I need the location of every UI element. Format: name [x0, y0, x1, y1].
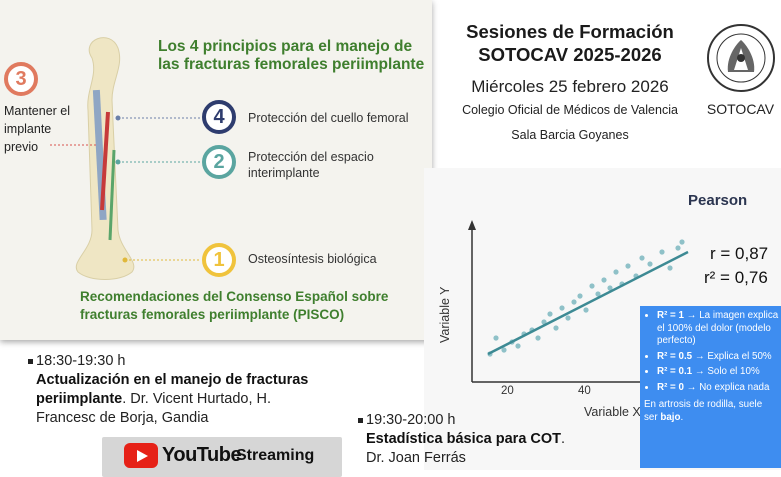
green-plate — [108, 149, 116, 241]
streaming-label: Streaming — [236, 447, 315, 464]
femur-illustration — [50, 37, 200, 280]
session-2: 19:30-20:00 h Estadística básica para CO… — [358, 411, 598, 468]
principle-4-badge: 4 — [202, 100, 236, 134]
principle-4-label: Protección del cuello femoral — [248, 111, 409, 125]
x-tick-20: 20 — [501, 385, 514, 397]
r2-bullet-1: R² = 1 → La imagen explica el 100% del d… — [657, 310, 781, 348]
x-tick-40: 40 — [578, 385, 591, 397]
femoral-fracture-slide: Los 4 principios para el manejo de las f… — [0, 0, 432, 340]
session-1-details: Actualización en el manejo de fracturas … — [28, 371, 328, 428]
principle-3-line3: previo — [4, 140, 39, 154]
youtube-play-icon — [124, 443, 158, 468]
sotocav-seal-logo — [707, 24, 775, 92]
session-2-details: Estadística básica para COT. Dr. Joan Fer… — [366, 431, 566, 466]
session-1-time: 18:30-19:30 h — [28, 352, 328, 371]
pearson-title: Pearson — [688, 192, 748, 209]
scatter-plot — [468, 220, 689, 383]
principle-1-label: Osteosíntesis biológica — [248, 252, 377, 266]
event-venue: Colegio Oficial de Médicos de Valencia — [462, 103, 678, 117]
regression-line — [487, 250, 689, 356]
principle-2-label: Protección del espacio interimplante — [248, 150, 374, 180]
principle-3-line2: implante — [4, 122, 52, 136]
scatter-points — [487, 239, 685, 357]
red-nail — [100, 111, 110, 211]
r2-note: En artrosis de rodilla, suele ser bajo. — [644, 399, 763, 423]
event-date: Miércoles 25 febrero 2026 — [471, 77, 669, 96]
sotocav-logo-text: SOTOCAV — [706, 101, 775, 117]
event-title-line2: SOTOCAV 2025-2026 — [478, 44, 662, 65]
slide-footer: Recomendaciones del Consenso Español sob… — [80, 289, 389, 322]
session-1-title: Actualización en el manejo de fracturas … — [36, 372, 309, 407]
r2-explanation-box: R² = 1 → La imagen explica el 100% del d… — [640, 306, 781, 468]
slide-title: Los 4 principios para el manejo de las f… — [158, 38, 425, 73]
pearson-slide: Pearson r = 0,87 r² = 0,76 Variable Y Va… — [424, 168, 781, 470]
event-title-line1: Sesiones de Formación — [466, 21, 674, 42]
r2-bullet-2: R² = 0.5 → Explica el 50% — [657, 351, 781, 364]
event-room: Sala Barcia Goyanes — [511, 128, 629, 142]
principle-3-badge: 3 — [4, 62, 38, 96]
session-1-speaker: . Dr. Vicent Hurtado, H. Francesc de Bor… — [36, 391, 272, 426]
session-2-title: Estadística básica para COT — [366, 431, 562, 447]
r2-bullet-3: R² = 0.1 → Solo el 10% — [657, 366, 781, 379]
pearson-r2: r² = 0,76 — [704, 268, 768, 287]
principle-3-line1: Mantener el — [4, 104, 71, 118]
principle-1-badge: 1 — [202, 243, 236, 277]
youtube-wordmark: YouTube — [162, 444, 242, 466]
session-2-speaker: Dr. Joan Ferrás — [366, 450, 466, 466]
pearson-r: r = 0,87 — [710, 244, 769, 263]
principle-2-badge: 2 — [202, 145, 236, 179]
session-2-time: 19:30-20:00 h — [358, 411, 598, 430]
youtube-streaming-badge[interactable]: YouTube Streaming — [102, 437, 342, 477]
event-title: Sesiones de Formación SOTOCAV 2025-2026 — [440, 20, 700, 66]
session-1: 18:30-19:30 h Actualización en el manejo… — [28, 352, 328, 428]
x-axis-label: Variable X — [584, 405, 641, 419]
r2-bullet-4: R² = 0 → No explica nada — [657, 382, 781, 395]
y-axis-label: Variable Y — [438, 286, 452, 343]
